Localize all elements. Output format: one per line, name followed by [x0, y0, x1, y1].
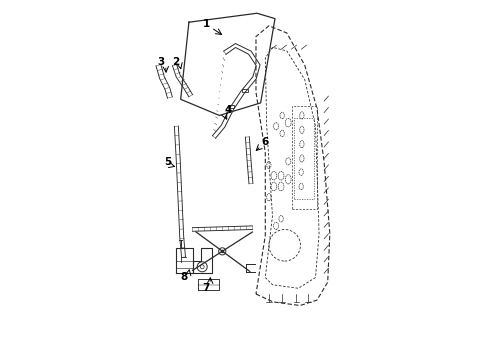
Text: 2: 2 — [172, 57, 179, 67]
Text: 6: 6 — [261, 138, 268, 147]
Bar — [242, 89, 248, 92]
Text: 5: 5 — [163, 157, 171, 167]
Bar — [227, 105, 234, 108]
Text: 3: 3 — [157, 57, 164, 67]
Text: 1: 1 — [203, 19, 210, 29]
Text: 8: 8 — [180, 272, 187, 282]
Text: 4: 4 — [224, 105, 232, 115]
Text: 7: 7 — [202, 283, 209, 293]
